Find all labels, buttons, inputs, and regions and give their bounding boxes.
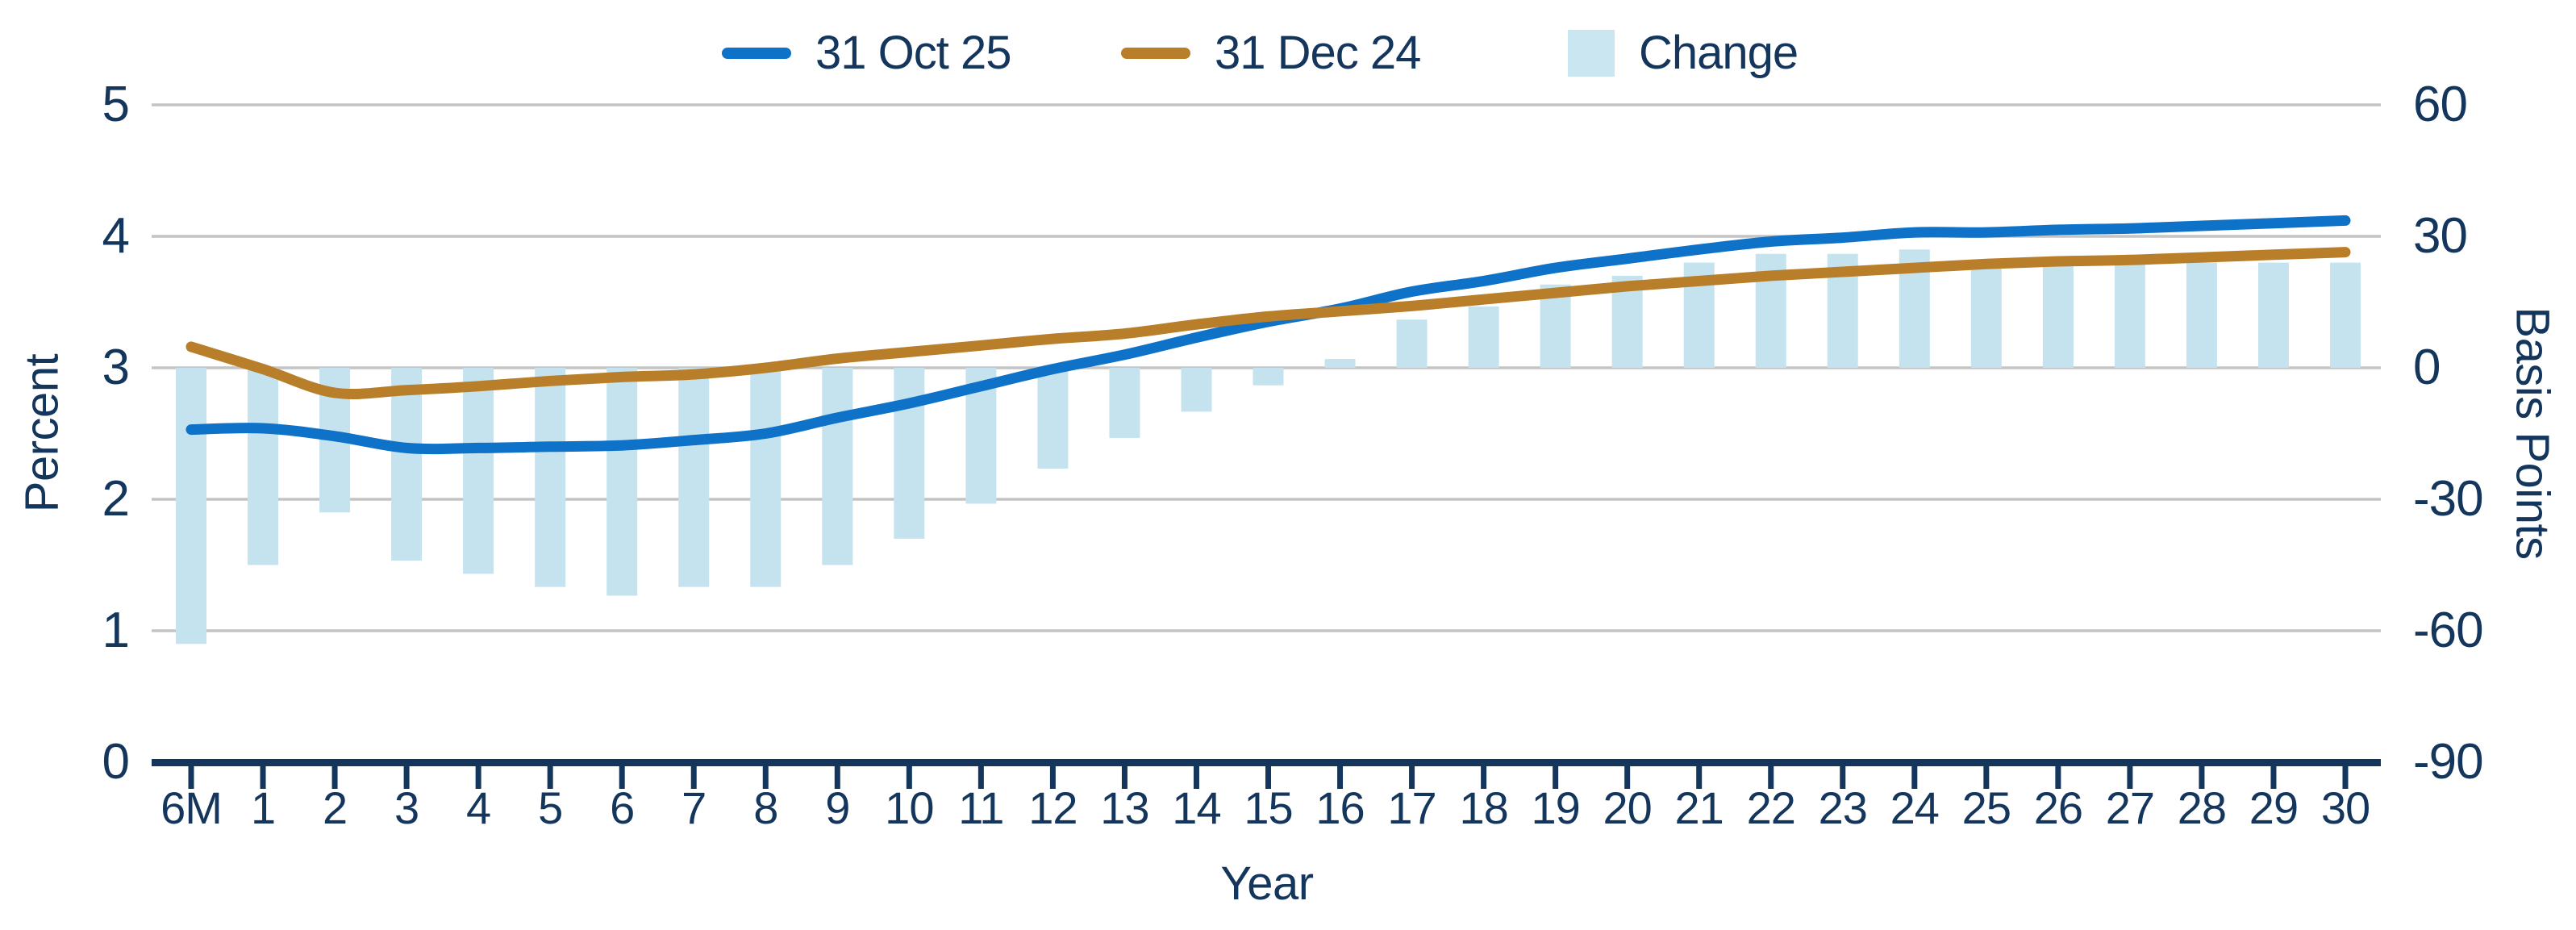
change-bar (248, 368, 279, 565)
change-bar (2114, 262, 2145, 368)
x-axis-tick-label: 16 (1315, 782, 1365, 833)
change-bar (750, 368, 782, 587)
change-bar (1037, 368, 1069, 469)
x-axis-tick-label: 24 (1890, 782, 1940, 833)
x-axis-tick-label: 2 (322, 782, 348, 833)
x-axis-tick-label: 19 (1531, 782, 1580, 833)
left-axis-tick-label: 3 (102, 340, 130, 395)
x-axis-tick-label: 20 (1603, 782, 1653, 833)
right-axis-tick-label: -30 (2413, 471, 2484, 527)
left-axis-tick-label: 5 (102, 77, 130, 132)
x-axis-tick-label: 12 (1028, 782, 1078, 833)
line-31-dec-24 (185, 247, 2351, 399)
x-axis-tick-label: 21 (1674, 782, 1724, 833)
left-axis-tick-label: 4 (102, 208, 130, 264)
x-axis-tick-label: 9 (825, 782, 850, 833)
x-axis-title: Year (1220, 857, 1314, 910)
right-axis-tick-label: 0 (2413, 340, 2441, 395)
left-axis-tick-label: 0 (102, 734, 130, 790)
change-bar (176, 368, 206, 644)
x-axis-tick-label: 22 (1746, 782, 1796, 833)
x-axis-tick-label: 14 (1172, 782, 1221, 833)
left-axis-tick-label: 2 (102, 471, 130, 527)
x-axis-tick-label: 5 (538, 782, 563, 833)
change-bar (606, 368, 638, 596)
change-bar (1396, 319, 1428, 368)
x-axis-tick-label: 6M (160, 782, 223, 833)
right-axis-tick-label: 60 (2413, 77, 2468, 132)
x-axis-tick-label: 10 (885, 782, 934, 833)
x-axis-tick-label: 13 (1100, 782, 1149, 833)
change-bar (2186, 262, 2217, 368)
right-axis-tick-label: -90 (2413, 734, 2484, 790)
change-bar (1181, 368, 1212, 412)
change-bar (463, 368, 494, 574)
x-axis-tick-label: 23 (1818, 782, 1868, 833)
x-axis-tick-label: 11 (958, 782, 1004, 833)
change-bar (894, 368, 925, 539)
x-axis-tick-label: 17 (1387, 782, 1436, 833)
x-axis-tick-label: 1 (250, 782, 276, 833)
change-bar (1970, 262, 2002, 368)
right-axis-tick-label: 30 (2413, 208, 2468, 264)
x-axis-tick-label: 26 (2033, 782, 2083, 833)
x-axis-tick-label: 4 (466, 782, 491, 833)
x-axis-tick-label: 8 (753, 782, 778, 833)
x-axis-tick-label: 28 (2177, 782, 2227, 833)
change-bar (1324, 359, 1356, 368)
left-axis-tick-label: 1 (102, 603, 130, 658)
x-axis-tick-label: 25 (1961, 782, 2011, 833)
x-axis-tick-label: 7 (682, 782, 707, 833)
x-axis-tick-label: 30 (2320, 782, 2370, 833)
x-axis-tick-label: 15 (1244, 782, 1293, 833)
change-bar (678, 368, 710, 587)
change-bar (2042, 262, 2074, 368)
right-axis-title: Basis Points (2506, 307, 2559, 560)
line-31-oct-25 (185, 215, 2351, 455)
x-axis-tick-label: 29 (2249, 782, 2299, 833)
change-bar (1468, 306, 1499, 368)
x-axis-tick-label: 3 (394, 782, 419, 833)
change-bar (2330, 262, 2361, 368)
x-axis-tick-label: 6 (610, 782, 635, 833)
change-bar (2257, 262, 2289, 368)
right-axis-tick-label: -60 (2413, 603, 2484, 658)
change-bar (535, 368, 566, 587)
change-bar (1253, 368, 1284, 386)
change-bar (822, 368, 853, 565)
change-bar (1109, 368, 1140, 438)
x-axis-tick-label: 27 (2105, 782, 2155, 833)
change-bar (391, 368, 423, 561)
x-axis-tick-label: 18 (1459, 782, 1508, 833)
